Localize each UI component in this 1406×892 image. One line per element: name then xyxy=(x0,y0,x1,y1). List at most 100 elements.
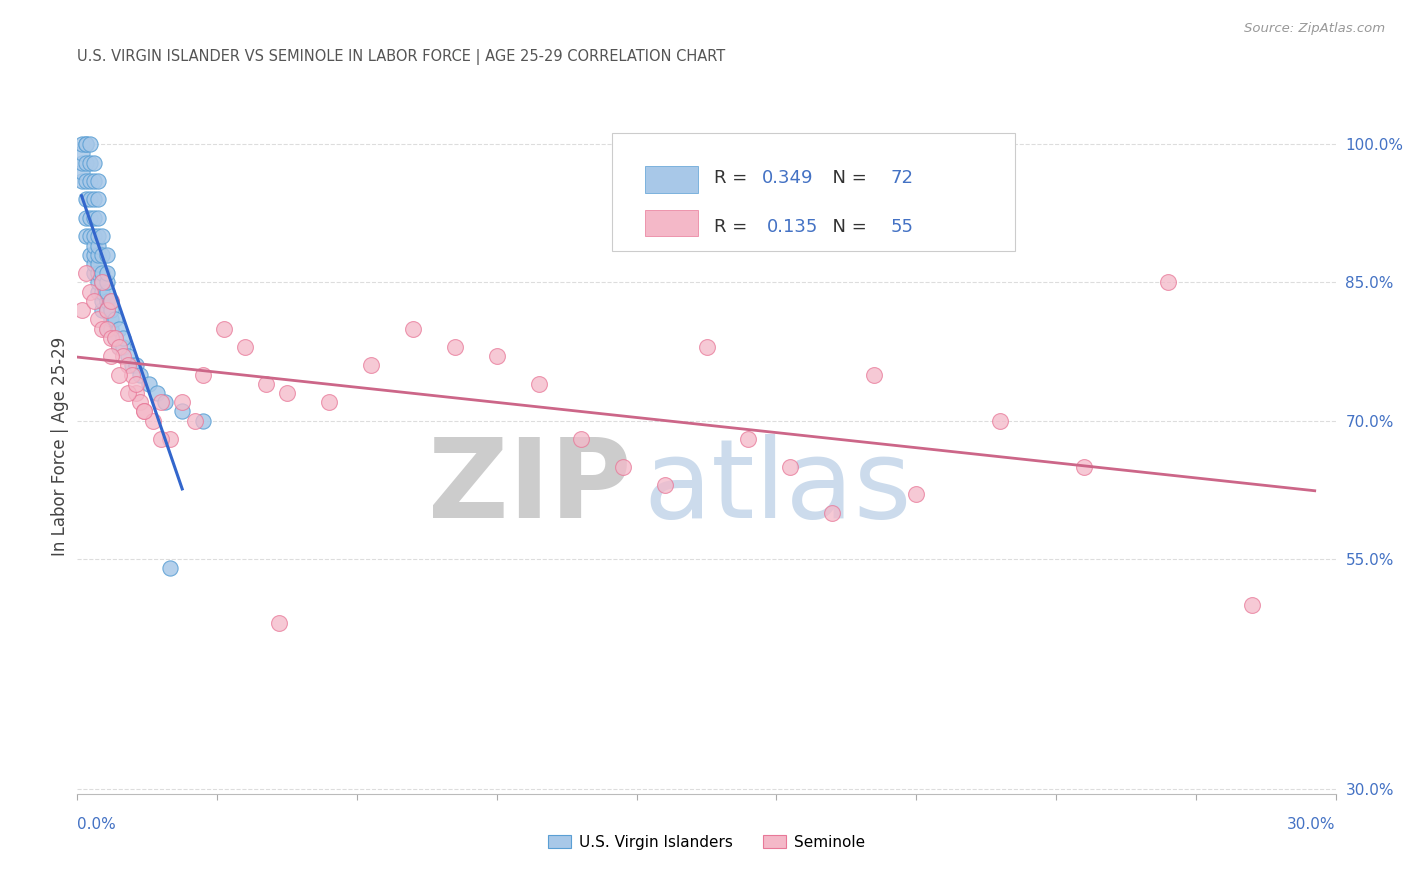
Point xyxy=(117,386,139,401)
Point xyxy=(87,257,110,271)
Text: 0.349: 0.349 xyxy=(762,169,814,187)
Point xyxy=(83,293,105,308)
Point xyxy=(276,386,298,401)
Point xyxy=(70,165,93,179)
Point xyxy=(360,359,382,373)
Point xyxy=(96,248,118,262)
Point xyxy=(821,506,844,520)
Point xyxy=(104,331,127,345)
Point xyxy=(70,303,93,318)
Point xyxy=(87,276,110,290)
Text: R =: R = xyxy=(714,169,754,187)
Point xyxy=(91,321,114,335)
Point xyxy=(70,137,93,152)
Text: 72: 72 xyxy=(890,169,914,187)
Point xyxy=(79,229,101,244)
Text: U.S. VIRGIN ISLANDER VS SEMINOLE IN LABOR FORCE | AGE 25-29 CORRELATION CHART: U.S. VIRGIN ISLANDER VS SEMINOLE IN LABO… xyxy=(77,49,725,65)
Point xyxy=(159,432,181,446)
Point xyxy=(96,321,118,335)
Point xyxy=(96,321,118,335)
Point xyxy=(125,386,148,401)
Point xyxy=(104,312,127,326)
Point xyxy=(129,368,152,382)
Point xyxy=(172,395,194,409)
Point xyxy=(1240,598,1263,612)
Point xyxy=(91,266,114,280)
Point xyxy=(485,349,508,363)
Point xyxy=(96,303,118,318)
Point xyxy=(150,395,173,409)
Point xyxy=(75,137,97,152)
Point xyxy=(988,414,1011,428)
Text: R =: R = xyxy=(714,218,759,235)
Point xyxy=(87,211,110,225)
Point xyxy=(83,266,105,280)
Point xyxy=(79,137,101,152)
Point xyxy=(96,276,118,290)
Point xyxy=(121,368,143,382)
Point xyxy=(87,285,110,299)
Point xyxy=(112,340,135,354)
Point xyxy=(142,414,165,428)
Text: N =: N = xyxy=(821,218,873,235)
Legend: U.S. Virgin Islanders, Seminole: U.S. Virgin Islanders, Seminole xyxy=(543,829,870,855)
Point xyxy=(87,193,110,207)
Point xyxy=(444,340,467,354)
Point xyxy=(91,293,114,308)
Point xyxy=(108,368,131,382)
Point xyxy=(91,229,114,244)
Point xyxy=(155,395,177,409)
Text: N =: N = xyxy=(821,169,873,187)
Point xyxy=(100,293,122,308)
Point xyxy=(569,432,592,446)
Point xyxy=(79,248,101,262)
Point xyxy=(108,340,131,354)
Point xyxy=(108,321,131,335)
Point xyxy=(96,285,118,299)
Point xyxy=(863,368,886,382)
Point xyxy=(79,193,101,207)
Point xyxy=(83,211,105,225)
Text: Source: ZipAtlas.com: Source: ZipAtlas.com xyxy=(1244,22,1385,36)
Point xyxy=(254,376,277,391)
Point xyxy=(737,432,759,446)
Point xyxy=(159,561,181,575)
Text: atlas: atlas xyxy=(644,434,912,541)
FancyBboxPatch shape xyxy=(612,133,1015,252)
Point xyxy=(112,331,135,345)
Point xyxy=(96,266,118,280)
Text: ZIP: ZIP xyxy=(427,434,631,541)
Point xyxy=(1157,276,1180,290)
Point xyxy=(905,487,928,501)
Point xyxy=(87,238,110,252)
Point xyxy=(75,211,97,225)
Point xyxy=(83,174,105,188)
Point xyxy=(100,331,122,345)
Point xyxy=(87,312,110,326)
Point xyxy=(91,303,114,318)
Point xyxy=(79,211,101,225)
Point xyxy=(402,321,425,335)
Point xyxy=(87,229,110,244)
Point xyxy=(70,146,93,161)
Point xyxy=(779,459,801,474)
Point xyxy=(233,340,256,354)
Text: 55: 55 xyxy=(890,218,914,235)
Point xyxy=(191,368,215,382)
Point xyxy=(96,303,118,318)
Y-axis label: In Labor Force | Age 25-29: In Labor Force | Age 25-29 xyxy=(51,336,69,556)
FancyBboxPatch shape xyxy=(645,166,697,193)
Point xyxy=(138,376,160,391)
Point xyxy=(83,229,105,244)
Point xyxy=(87,266,110,280)
Point xyxy=(125,359,148,373)
Point xyxy=(83,193,105,207)
Text: 0.135: 0.135 xyxy=(766,218,818,235)
Point xyxy=(104,331,127,345)
Point xyxy=(70,174,93,188)
Point xyxy=(125,376,148,391)
Text: 30.0%: 30.0% xyxy=(1288,817,1336,832)
Point xyxy=(87,174,110,188)
Point xyxy=(100,312,122,326)
Point xyxy=(100,321,122,335)
